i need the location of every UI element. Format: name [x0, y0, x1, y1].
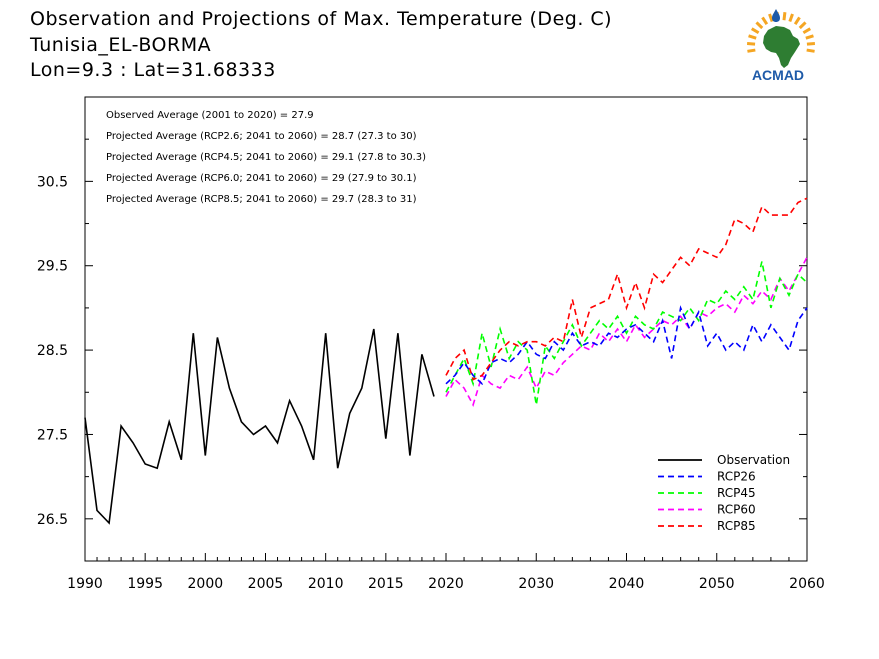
sun-ray: [793, 16, 801, 26]
series-lines: [84, 197, 808, 525]
africa-map-icon: [763, 26, 800, 68]
x-tick-label: 2005: [248, 576, 284, 592]
x-tick-label: 1995: [127, 576, 163, 592]
x-tick-label: 2040: [609, 576, 645, 592]
x-tick-label: 2060: [789, 576, 825, 592]
sun-ray: [806, 48, 815, 53]
x-tick-label: 2050: [699, 576, 735, 592]
sun-ray: [750, 27, 760, 35]
series-line-rcp60: [445, 256, 808, 407]
x-tick-label: 2010: [308, 576, 344, 592]
y-tick-label: 27.5: [37, 427, 68, 443]
series-line-observation: [84, 328, 435, 525]
sun-ray: [798, 21, 807, 30]
series-line-rcp26: [445, 305, 808, 386]
x-tick-label: 2030: [518, 576, 554, 592]
sun-ray: [788, 13, 794, 23]
x-tick-label: 2000: [188, 576, 224, 592]
y-tick-label: 26.5: [37, 512, 68, 528]
sun-ray: [747, 48, 756, 53]
sun-ray: [768, 13, 774, 23]
series-line-rcp45: [445, 261, 808, 406]
x-tick-label: 2020: [428, 576, 464, 592]
station-coordinates: Lon=9.3 : Lat=31.68333: [30, 59, 276, 81]
legend-label-observation: Observation: [717, 453, 790, 467]
x-tick-label: 1990: [67, 576, 103, 592]
annotations: Observed Average (2001 to 2020) = 27.9 Pr…: [106, 110, 426, 205]
sun-ray: [802, 27, 812, 35]
legend-label-rcp26: RCP26: [717, 470, 756, 484]
annotation-line: Projected Average (RCP2.6; 2041 to 2060)…: [106, 131, 417, 142]
legend-label-rcp60: RCP60: [717, 503, 756, 517]
annotation-line: Projected Average (RCP8.5; 2041 to 2060)…: [106, 194, 417, 205]
acmad-logo: ACMAD: [746, 9, 816, 83]
legend-label-rcp85: RCP85: [717, 519, 756, 533]
sun-ray: [806, 42, 816, 46]
water-drop-icon: [772, 9, 780, 22]
y-tick-label: 28.5: [37, 343, 68, 359]
chart-title: Observation and Projections of Max. Temp…: [30, 8, 613, 30]
sun-ray: [782, 12, 787, 21]
sun-ray: [761, 16, 769, 26]
x-tick-label: 2015: [368, 576, 404, 592]
legend-label-rcp45: RCP45: [717, 486, 756, 500]
series-line-rcp85: [445, 197, 808, 381]
annotation-line: Observed Average (2001 to 2020) = 27.9: [106, 110, 314, 121]
sun-ray: [746, 42, 756, 46]
y-tick-label: 30.5: [37, 174, 68, 190]
station-name: Tunisia_EL-BORMA: [30, 34, 212, 56]
sun-ray: [748, 34, 757, 40]
y-tick-label: 29.5: [37, 259, 68, 275]
annotation-line: Projected Average (RCP6.0; 2041 to 2060)…: [106, 173, 417, 184]
logo-text: ACMAD: [752, 67, 804, 83]
x-axis: 1990 1995 2000 2005 2010 2015 2020 2030 2040 2050…: [67, 553, 825, 592]
sun-ray: [755, 21, 764, 30]
annotation-line: Projected Average (RCP4.5; 2041 to 2060)…: [106, 152, 426, 163]
sun-ray: [805, 34, 814, 40]
chart-area: 1990 1995 2000 2005 2010 2015 2020 2030 2040 2050…: [37, 96, 825, 592]
plot-frame: [84, 96, 808, 562]
y-axis: 26.5 27.5 28.5 29.5 30.5: [37, 96, 807, 562]
legend: Observation RCP26 RCP45 RCP60 RCP85: [658, 453, 790, 533]
